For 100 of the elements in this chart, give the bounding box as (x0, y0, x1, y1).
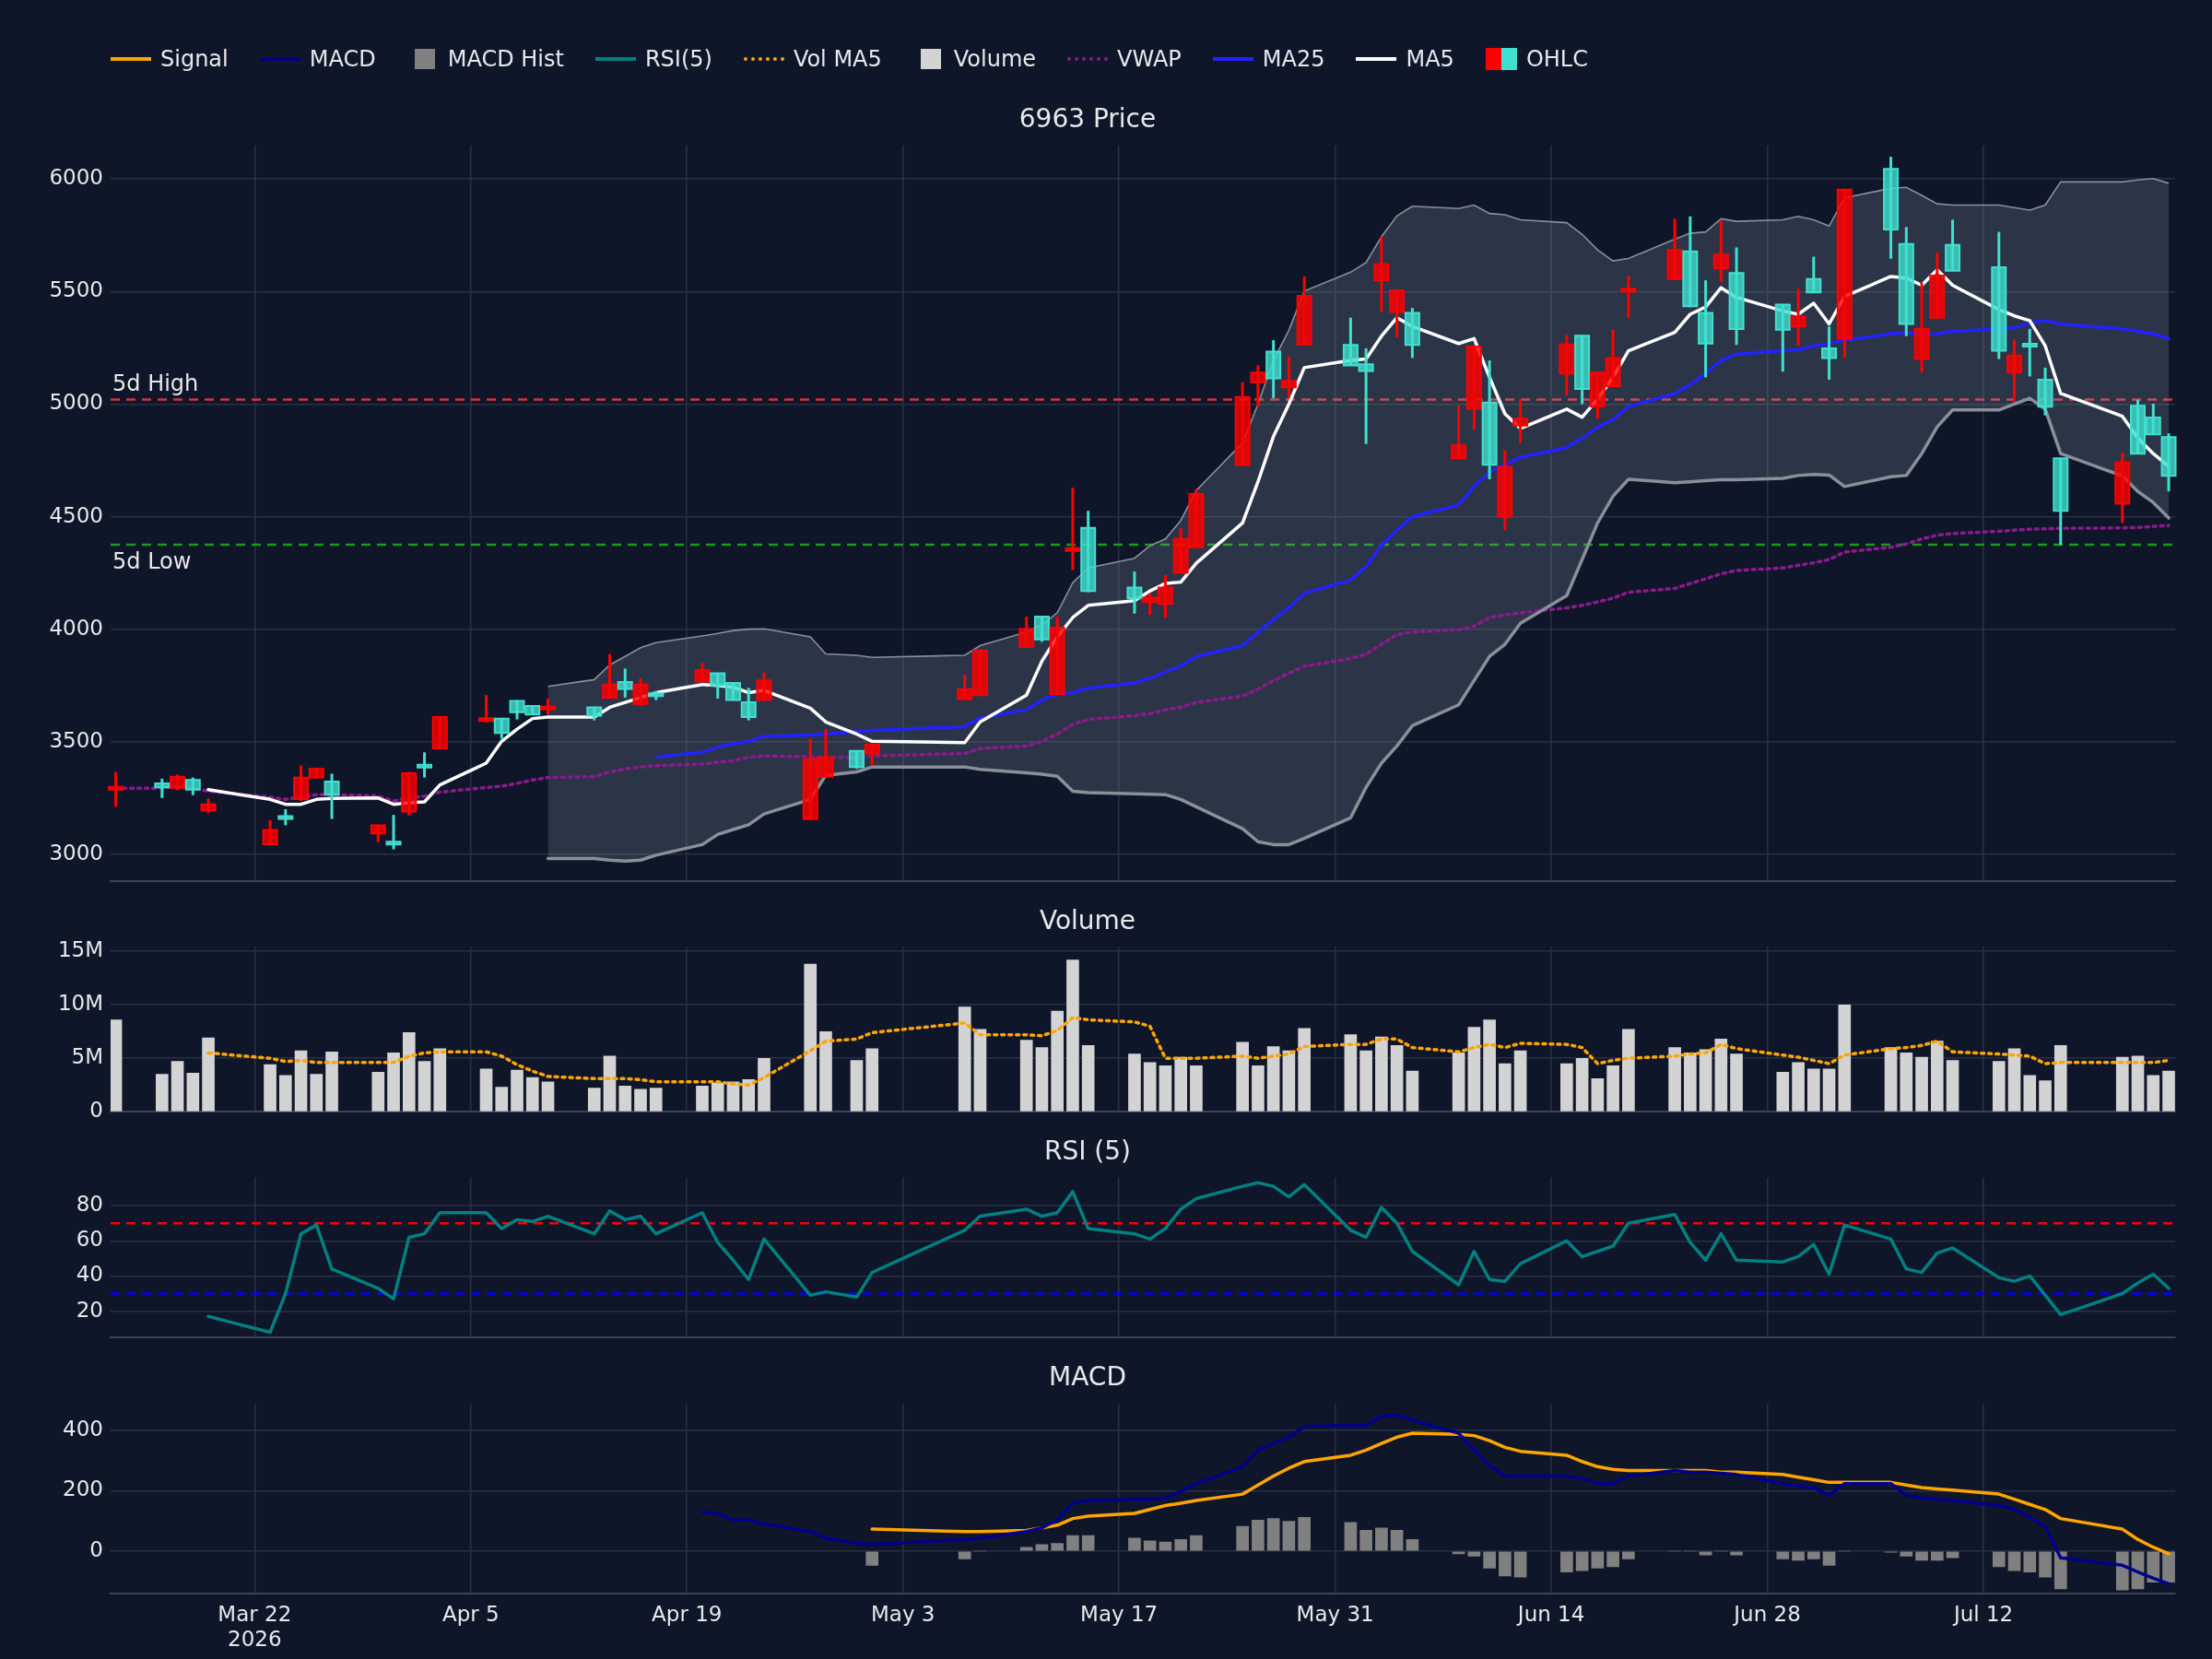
y-tick-label: 400 (63, 1417, 103, 1441)
bar (1344, 1034, 1358, 1112)
x-tick-label: Apr 5 (441, 1601, 500, 1626)
bar (2039, 1551, 2052, 1578)
legend-label: RSI(5) (644, 46, 712, 72)
bar (865, 1551, 879, 1566)
bar (1019, 1547, 1033, 1551)
ref-line-label: 5d Low (112, 548, 192, 575)
bar (1298, 1516, 1311, 1551)
bar (726, 1081, 740, 1112)
bar (2023, 1075, 2037, 1112)
bar (742, 1079, 756, 1112)
bar (1714, 1039, 1728, 1112)
bar (1699, 1551, 1712, 1556)
bar (1699, 1049, 1712, 1112)
bar (2007, 1048, 2021, 1112)
y-tick-label: 4500 (49, 502, 103, 527)
bar (958, 1551, 971, 1559)
y-tick-label: 10M (57, 991, 103, 1016)
bar (1066, 1535, 1079, 1551)
legend-label: VWAP (1117, 46, 1182, 72)
bar (541, 1081, 555, 1112)
bar (1467, 1027, 1481, 1112)
bar (1375, 1527, 1388, 1551)
legend-label: MA5 (1406, 46, 1454, 72)
legend-label: Volume (953, 46, 1037, 72)
legend-label: Vol MA5 (793, 46, 882, 72)
bar (1930, 1041, 1944, 1112)
bar (1452, 1551, 1465, 1555)
y-tick-label: 0 (89, 1536, 103, 1561)
bar (1776, 1071, 1790, 1112)
bar (1822, 1068, 1836, 1112)
bar (1807, 1551, 1820, 1559)
x-tick-label: Jul 12 (1951, 1601, 2014, 1626)
legend-label: Signal (160, 46, 229, 72)
bar (958, 1006, 971, 1112)
y-tick-label: 60 (76, 1227, 103, 1252)
bar (1560, 1551, 1573, 1572)
bar (156, 1074, 169, 1112)
bar (1266, 1518, 1280, 1551)
bar (711, 1082, 724, 1112)
bar (1992, 1551, 2006, 1568)
bar (1807, 1068, 1820, 1112)
bar (418, 1061, 431, 1112)
bar (525, 1077, 539, 1112)
y-tick-label: 20 (76, 1297, 103, 1322)
bar (1051, 1543, 1065, 1551)
bar (1344, 1522, 1358, 1551)
bar (2023, 1551, 2037, 1572)
chart-title: RSI (5) (1043, 1135, 1132, 1167)
legend-label: MA25 (1262, 46, 1325, 72)
bar (1298, 1028, 1311, 1112)
bar (1190, 1535, 1203, 1551)
bar (264, 1064, 276, 1112)
bar (2007, 1551, 2021, 1571)
bar (1359, 1530, 1372, 1551)
bar (1622, 1029, 1635, 1112)
bar (1128, 1537, 1141, 1551)
x-tick-label: May 3 (870, 1601, 935, 1626)
bar (1483, 1019, 1496, 1112)
bar (310, 1074, 324, 1112)
bar (634, 1088, 647, 1112)
bar (1266, 1046, 1280, 1112)
bar (1174, 1538, 1187, 1551)
bar (294, 1050, 308, 1112)
legend-label: OHLC (1525, 46, 1588, 72)
x-tick-label: Jun 14 (1515, 1601, 1585, 1626)
bar (1946, 1551, 1959, 1559)
bar (1930, 1551, 1944, 1561)
bar (603, 1055, 617, 1112)
bar (1900, 1053, 1913, 1112)
y-tick-label: 200 (63, 1477, 103, 1501)
bar (1730, 1053, 1743, 1112)
bar (387, 1053, 400, 1112)
bar (865, 1048, 879, 1112)
bar (1159, 1065, 1172, 1112)
bar (1684, 1053, 1697, 1112)
bar (433, 1048, 447, 1112)
bar (186, 1073, 200, 1112)
bar (1838, 1004, 1852, 1112)
bar (1884, 1047, 1898, 1112)
ref-line-label: 5d High (112, 370, 199, 396)
y-tick-label: 40 (76, 1262, 103, 1287)
bar (587, 1088, 601, 1112)
bar (1622, 1551, 1635, 1559)
bar (171, 1061, 184, 1112)
bar (1992, 1061, 2006, 1112)
y-tick-label: 4000 (49, 615, 103, 640)
bar (1174, 1056, 1187, 1112)
bar (1236, 1041, 1249, 1112)
bar (1513, 1050, 1527, 1112)
bar (1792, 1551, 1805, 1561)
bar (1159, 1541, 1172, 1551)
bar (2162, 1551, 2175, 1583)
bar (1915, 1056, 1928, 1112)
bar (1406, 1070, 1419, 1112)
bar (1252, 1065, 1265, 1112)
bar (1128, 1053, 1141, 1112)
bar (278, 1075, 292, 1112)
bar (1390, 1044, 1404, 1112)
